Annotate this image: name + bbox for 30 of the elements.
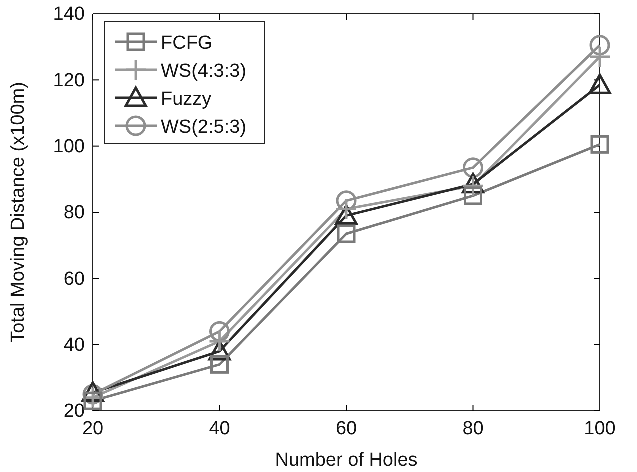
x-tick-label: 80 bbox=[462, 418, 484, 440]
point bbox=[463, 158, 484, 178]
y-axis-title: Total Moving Distance (x100m) bbox=[8, 82, 29, 343]
x-tick-label: 100 bbox=[584, 418, 616, 440]
point bbox=[210, 321, 230, 342]
point bbox=[464, 186, 482, 206]
point bbox=[335, 204, 358, 226]
x-tick-label: 40 bbox=[209, 418, 230, 440]
legend-label: Fuzzy bbox=[161, 89, 212, 110]
legend-label: FCFG bbox=[161, 33, 213, 54]
legend-label: WS(4:3:3) bbox=[161, 61, 247, 82]
y-tick-label: 100 bbox=[53, 136, 85, 158]
legend-label: WS(2:5:3) bbox=[161, 117, 247, 138]
point bbox=[210, 332, 230, 352]
x-tick-label: 20 bbox=[82, 418, 104, 440]
y-tick-label: 60 bbox=[64, 268, 85, 290]
y-tick-label: 120 bbox=[53, 70, 85, 92]
x-tick-label: 60 bbox=[336, 418, 358, 440]
y-tick-label: 140 bbox=[53, 4, 85, 26]
point bbox=[588, 74, 612, 94]
y-tick-label: 20 bbox=[64, 401, 85, 422]
point bbox=[210, 355, 229, 374]
x-axis-title: Number of Holes bbox=[275, 450, 418, 471]
point bbox=[336, 190, 357, 212]
point bbox=[590, 135, 610, 154]
y-tick-label: 40 bbox=[64, 334, 85, 356]
point bbox=[337, 224, 356, 244]
y-tick-label: 80 bbox=[64, 202, 85, 224]
point bbox=[590, 35, 610, 56]
point bbox=[336, 199, 356, 220]
